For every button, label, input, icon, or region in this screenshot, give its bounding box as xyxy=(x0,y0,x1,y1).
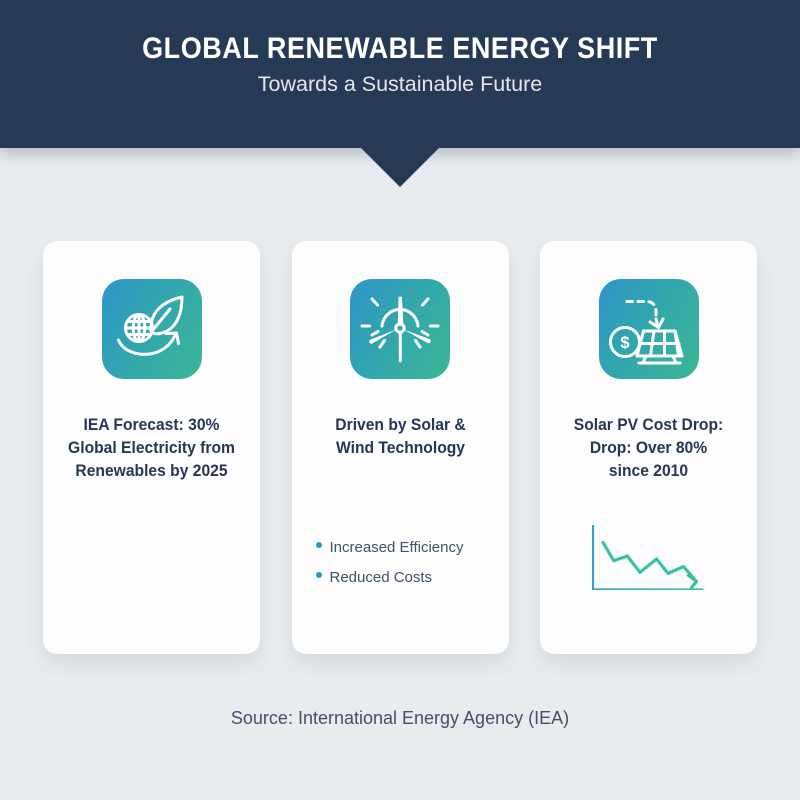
svg-text:$: $ xyxy=(620,334,629,352)
